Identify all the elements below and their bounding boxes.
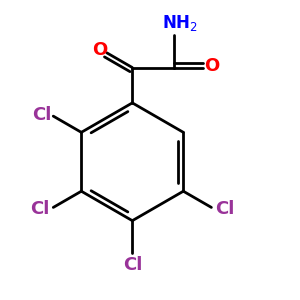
Text: NH$_2$: NH$_2$: [162, 14, 197, 33]
Text: Cl: Cl: [30, 200, 50, 218]
Text: Cl: Cl: [215, 200, 234, 218]
Text: Cl: Cl: [32, 106, 51, 124]
Text: O: O: [92, 41, 107, 59]
Text: O: O: [204, 57, 220, 75]
Text: Cl: Cl: [123, 256, 142, 274]
